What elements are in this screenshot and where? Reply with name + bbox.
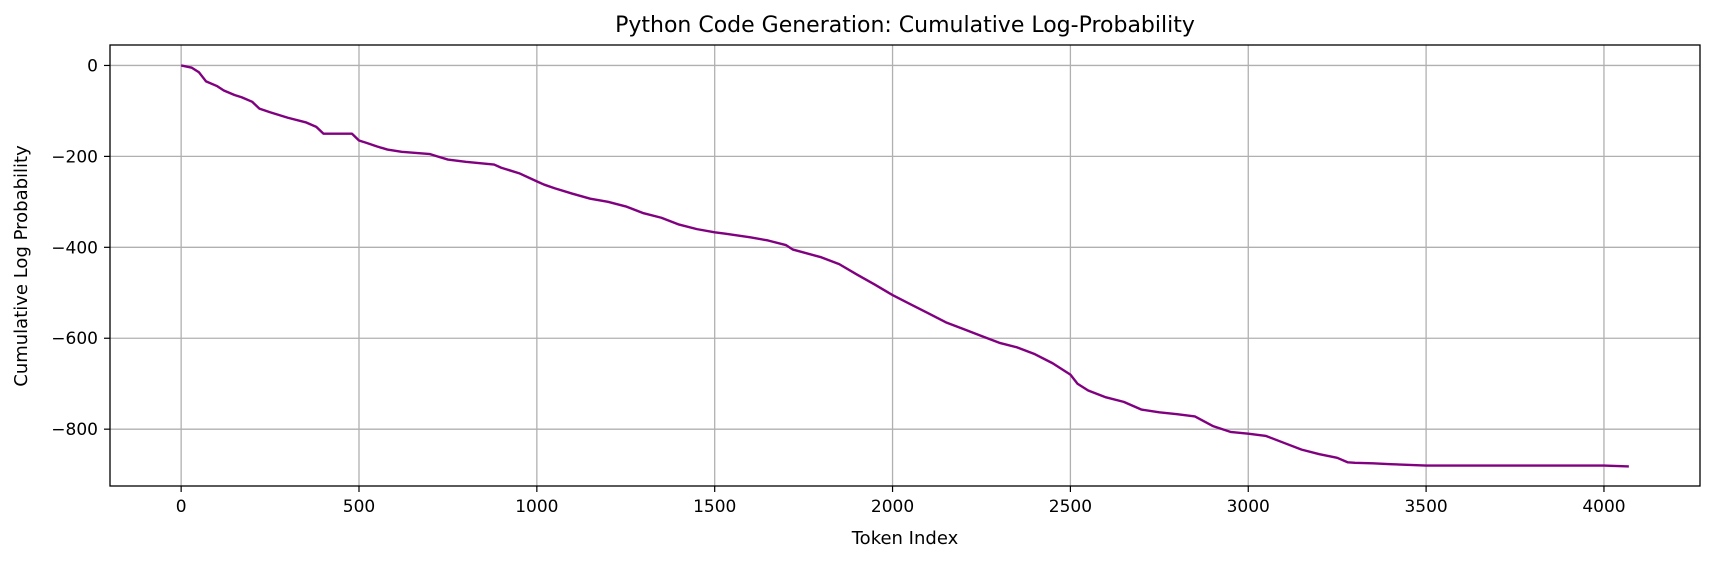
y-tick-label: −400 <box>51 238 98 258</box>
grid-lines <box>110 45 1700 486</box>
x-tick-label: 500 <box>343 497 375 517</box>
x-axis-ticks: 0 500 1000 1500 2000 2500 3000 3500 4000 <box>176 486 1626 517</box>
y-tick-label: −200 <box>51 147 98 167</box>
y-axis-label: Cumulative Log Probability <box>11 145 32 387</box>
y-axis-ticks: 0 −200 −400 −600 −800 <box>51 56 110 440</box>
cumulative-log-prob-line <box>180 64 1629 468</box>
y-tick-label: 0 <box>87 56 98 76</box>
y-tick-label: −600 <box>51 329 98 349</box>
x-tick-label: 2500 <box>1049 497 1092 517</box>
x-tick-label: 2000 <box>871 497 914 517</box>
x-axis-label: Token Index <box>851 528 959 549</box>
x-tick-label: 3500 <box>1404 497 1447 517</box>
x-tick-label: 1000 <box>515 497 558 517</box>
x-tick-label: 4000 <box>1582 497 1625 517</box>
y-tick-label: −800 <box>51 420 98 440</box>
x-tick-label: 3000 <box>1227 497 1270 517</box>
plot-frame <box>109 44 1701 487</box>
chart-title: Python Code Generation: Cumulative Log-P… <box>615 13 1195 38</box>
x-tick-label: 0 <box>176 497 187 517</box>
x-tick-label: 1500 <box>693 497 736 517</box>
